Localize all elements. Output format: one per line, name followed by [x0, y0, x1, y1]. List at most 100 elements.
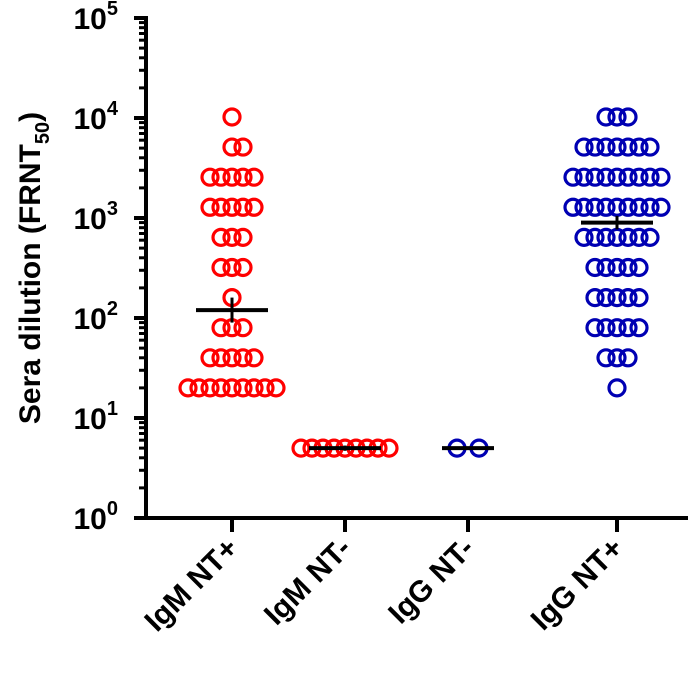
data-point: [618, 287, 638, 308]
data-point: [651, 197, 671, 217]
data-point: [607, 167, 627, 187]
data-points: [178, 107, 671, 458]
x-tick-label: IgM NT+: [139, 532, 245, 638]
data-point: [222, 107, 242, 127]
data-point: [200, 378, 220, 398]
data-point: [607, 107, 627, 127]
data-point: [222, 227, 242, 247]
data-point: [607, 287, 627, 308]
data-point: [629, 167, 649, 187]
data-point: [211, 378, 231, 398]
data-point: [585, 227, 605, 247]
mean-bars: [196, 215, 653, 451]
data-point: [651, 167, 671, 187]
axes: [144, 16, 688, 520]
data-point: [607, 318, 627, 338]
data-point: [585, 167, 605, 187]
data-point: [233, 378, 253, 398]
data-point: [574, 137, 594, 157]
data-point: [233, 257, 253, 278]
data-point: [618, 107, 638, 127]
data-point: [607, 257, 627, 278]
data-point: [629, 257, 649, 278]
data-point: [244, 378, 264, 398]
data-point: [222, 167, 242, 187]
data-point: [211, 227, 231, 247]
data-point: [596, 167, 616, 187]
y-tick-label: 102: [74, 298, 119, 336]
data-point: [607, 227, 627, 247]
data-point: [618, 137, 638, 157]
data-point: [640, 197, 660, 217]
data-point: [211, 318, 231, 338]
data-point: [618, 167, 638, 187]
data-point: [222, 137, 242, 157]
data-point: [189, 378, 209, 398]
data-point: [244, 348, 264, 368]
y-tick-label: 105: [74, 0, 119, 36]
data-point: [211, 197, 231, 217]
y-tick-label: 101: [74, 398, 119, 436]
data-point: [178, 378, 198, 398]
data-point: [563, 197, 583, 217]
data-point: [222, 197, 242, 217]
data-point: [574, 167, 594, 187]
data-point: [233, 318, 253, 338]
data-point: [211, 257, 231, 278]
data-point: [233, 227, 253, 247]
y-tick-label: 100: [74, 498, 119, 536]
y-tick-label: 104: [74, 98, 119, 136]
data-point: [618, 318, 638, 338]
data-point: [379, 438, 399, 458]
data-point: [607, 197, 627, 217]
data-point: [574, 197, 594, 217]
data-point: [629, 227, 649, 247]
data-point: [222, 378, 242, 398]
data-point: [233, 197, 253, 217]
data-point: [596, 287, 616, 308]
data-point: [266, 378, 286, 398]
data-point: [244, 197, 264, 217]
y-axis-label: Sera dilution (FRNT50): [14, 112, 54, 424]
data-point: [574, 227, 594, 247]
data-point: [596, 348, 616, 368]
data-point: [596, 197, 616, 217]
data-point: [211, 167, 231, 187]
data-point: [585, 137, 605, 157]
data-point: [607, 348, 627, 368]
data-point: [607, 378, 627, 398]
y-ticks: 100 101 102 103 104 105: [74, 0, 146, 536]
data-point: [629, 197, 649, 217]
data-point: [596, 107, 616, 127]
data-point: [640, 227, 660, 247]
data-point: [596, 318, 616, 338]
data-point: [255, 378, 275, 398]
data-point: [233, 167, 253, 187]
data-point: [563, 167, 583, 187]
data-point: [200, 167, 220, 187]
data-point: [585, 287, 605, 308]
data-point: [618, 257, 638, 278]
x-tick-label: IgG NT-: [382, 532, 481, 631]
data-point: [222, 257, 242, 278]
data-point: [629, 137, 649, 157]
data-point: [585, 257, 605, 278]
data-point: [211, 348, 231, 368]
data-point: [233, 348, 253, 368]
data-point: [596, 227, 616, 247]
data-point: [244, 167, 264, 187]
x-ticks: IgM NT+ IgM NT- IgG NT- IgG NT+: [139, 518, 630, 638]
data-point: [200, 197, 220, 217]
data-point: [596, 137, 616, 157]
data-point: [233, 137, 253, 157]
data-point: [618, 197, 638, 217]
data-point: [585, 197, 605, 217]
data-point: [629, 318, 649, 338]
data-point: [200, 348, 220, 368]
data-point: [596, 257, 616, 278]
data-point: [607, 137, 627, 157]
x-tick-label: IgG NT+: [525, 532, 630, 637]
data-point: [629, 287, 649, 308]
x-tick-label: IgM NT-: [258, 532, 358, 632]
